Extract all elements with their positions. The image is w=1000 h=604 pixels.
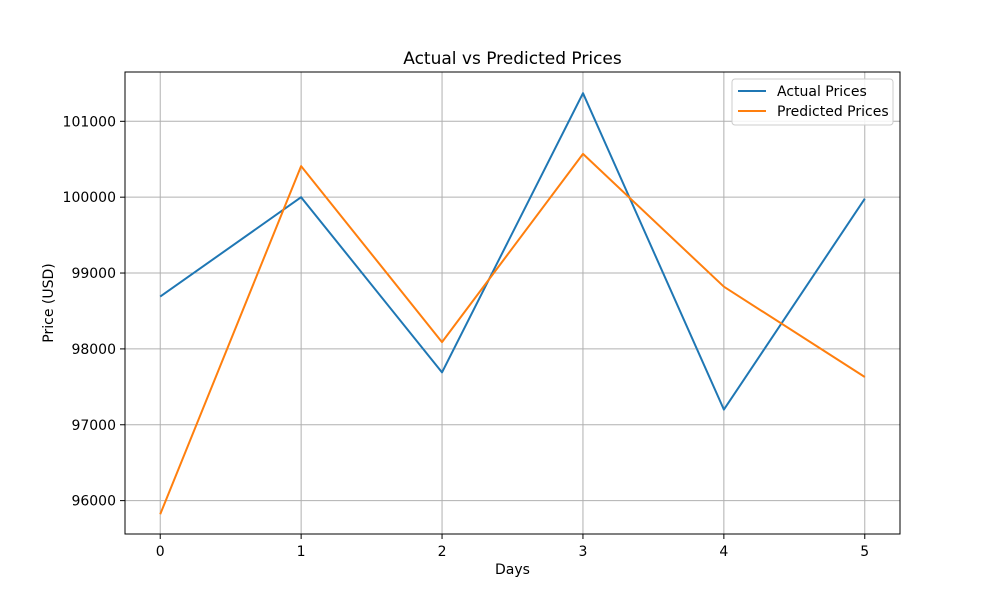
legend-label: Predicted Prices <box>777 104 889 120</box>
y-tick-label: 96000 <box>71 494 116 510</box>
y-tick-label: 100000 <box>63 190 116 206</box>
x-tick-label: 5 <box>860 544 869 560</box>
x-tick-label: 4 <box>719 544 728 560</box>
y-tick-label: 97000 <box>71 418 116 434</box>
legend: Actual Prices Predicted Prices <box>731 78 894 126</box>
legend-label: Actual Prices <box>777 84 867 100</box>
series-line-predicted <box>159 152 866 515</box>
series-line-actual <box>159 92 866 411</box>
legend-box <box>731 78 894 126</box>
x-tick-label: 1 <box>297 544 306 560</box>
plot-frame <box>124 71 901 535</box>
x-tick-label: 2 <box>438 544 447 560</box>
y-axis-label: Price (USD) <box>41 263 57 342</box>
x-tick-label: 3 <box>578 544 587 560</box>
grid <box>125 72 900 534</box>
x-axis-label: Days <box>495 562 530 578</box>
y-tick-label: 99000 <box>71 266 116 282</box>
series-lines <box>159 92 866 515</box>
chart-title: Actual vs Predicted Prices <box>403 49 622 69</box>
axis-ticks: 0 1 2 3 4 5 96000 97000 98000 99000 100000 101000 <box>63 114 870 560</box>
x-tick-label: 0 <box>156 544 165 560</box>
y-tick-label: 98000 <box>71 342 116 358</box>
y-tick-label: 101000 <box>63 114 116 130</box>
